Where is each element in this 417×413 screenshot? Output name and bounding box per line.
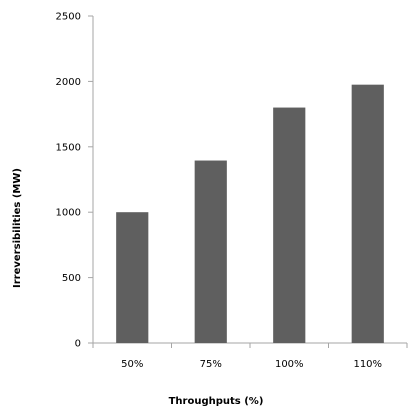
y-axis: 0 500 1000 1500 2000 2500	[56, 12, 94, 350]
x-tick-label: 100%	[275, 359, 304, 370]
bar-110pct	[351, 84, 384, 344]
bars	[116, 84, 384, 344]
y-tick-label: 0	[75, 339, 81, 350]
x-tick-label: 75%	[200, 359, 222, 370]
y-tick-label: 2500	[56, 12, 81, 23]
x-axis: 50% 75% 100% 110%	[92, 342, 408, 370]
bar-50pct	[116, 212, 149, 343]
y-tick-label: 500	[62, 273, 81, 284]
x-tick-label: 110%	[353, 359, 382, 370]
bar-100pct	[273, 107, 306, 343]
y-tick-label: 2000	[56, 77, 81, 88]
y-tick-label: 1000	[56, 208, 81, 219]
y-tick-label: 1500	[56, 142, 81, 153]
x-axis-title: Throughputs (%)	[169, 396, 264, 407]
y-axis-title: Irreversibilities (MW)	[12, 168, 23, 288]
bar-75pct	[194, 160, 227, 343]
x-tick-label: 50%	[121, 359, 143, 370]
